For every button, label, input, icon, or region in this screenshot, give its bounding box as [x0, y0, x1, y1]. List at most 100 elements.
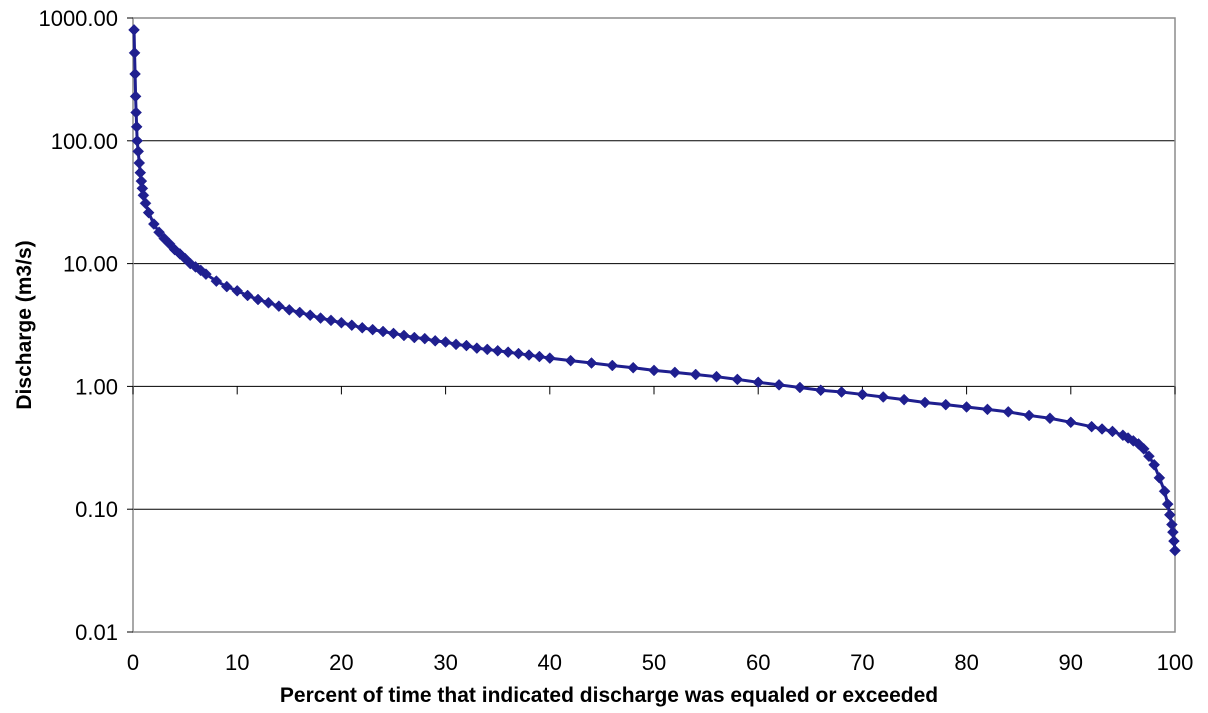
data-point — [128, 24, 140, 36]
data-point — [648, 364, 660, 377]
data-point — [408, 331, 421, 344]
data-point — [398, 329, 410, 342]
y-tick-label: 10.00 — [63, 252, 118, 277]
data-point — [460, 339, 473, 352]
data-point — [1085, 420, 1098, 433]
axis-ticks — [127, 17, 1176, 633]
data-point — [606, 359, 619, 372]
data-point — [133, 157, 146, 169]
data-point — [1143, 450, 1155, 463]
data-point — [689, 368, 702, 381]
data-point — [564, 354, 577, 367]
data-point — [471, 342, 483, 354]
data-point — [418, 332, 431, 345]
data-point — [1161, 498, 1174, 510]
data-point — [668, 366, 681, 379]
data-point — [147, 218, 160, 230]
data-point — [1096, 423, 1108, 435]
data-point — [262, 296, 275, 309]
x-tick-label: 70 — [850, 650, 874, 675]
data-point — [273, 300, 285, 313]
data-point — [1167, 526, 1179, 539]
data-point — [491, 344, 504, 357]
data-point — [314, 312, 327, 324]
data-point — [856, 388, 869, 401]
data-point — [1148, 458, 1161, 471]
data-point — [356, 321, 369, 334]
y-tick-label: 100.00 — [51, 129, 118, 154]
data-point — [1163, 508, 1176, 521]
data-point — [1023, 409, 1035, 422]
x-tick-label: 50 — [642, 650, 666, 675]
y-tick-label: 1000.00 — [38, 6, 118, 31]
data-point — [174, 248, 186, 260]
y-tick-label: 1.00 — [75, 374, 118, 399]
data-point — [1158, 485, 1171, 498]
y-axis-title: Discharge (m3/s) — [13, 240, 36, 409]
data-point — [1064, 416, 1077, 429]
gridlines — [133, 140, 1175, 510]
data-point — [794, 381, 806, 394]
x-tick-label: 60 — [746, 650, 770, 675]
series-line — [132, 29, 1177, 551]
data-point — [512, 347, 525, 360]
data-point — [345, 319, 358, 332]
data-point — [304, 309, 316, 322]
data-point — [293, 306, 306, 319]
tick-labels: 0.01 0.10 1.00 10.00 100.00 1000.00 0 10 20 30 40 5… — [38, 6, 1193, 675]
data-point — [523, 349, 535, 361]
data-point — [439, 336, 452, 348]
x-tick-label: 40 — [538, 650, 562, 675]
data-point — [814, 384, 827, 397]
x-tick-label: 10 — [225, 650, 249, 675]
data-point — [377, 325, 389, 338]
data-point — [129, 90, 142, 103]
data-point — [960, 401, 973, 413]
data-point — [543, 352, 556, 364]
x-tick-label: 80 — [954, 650, 978, 675]
data-point — [132, 145, 145, 158]
data-point — [153, 226, 165, 239]
data-point — [325, 314, 337, 327]
data-point — [252, 293, 264, 306]
y-tick-label: 0.01 — [75, 620, 118, 645]
data-point — [387, 327, 400, 340]
data-point — [710, 370, 723, 383]
data-point — [142, 206, 155, 219]
data-point — [429, 334, 442, 347]
data-point — [1044, 412, 1056, 425]
data-point — [366, 323, 379, 336]
data-point — [835, 386, 848, 398]
y-tick-label: 0.10 — [75, 497, 118, 522]
data-point — [241, 289, 254, 302]
data-point — [130, 106, 142, 119]
data-point — [129, 68, 141, 80]
x-tick-label: 20 — [329, 650, 353, 675]
data-point — [502, 346, 514, 359]
data-point — [533, 350, 546, 363]
data-point — [1106, 425, 1119, 438]
data-point — [627, 361, 640, 374]
data-point — [1137, 443, 1150, 455]
data-point — [731, 373, 744, 386]
x-tick-label: 90 — [1059, 650, 1083, 675]
data-point — [1002, 406, 1015, 418]
plot-area — [132, 17, 1176, 633]
x-tick-label: 100 — [1157, 650, 1194, 675]
data-point — [1169, 544, 1181, 557]
data-point — [981, 403, 994, 416]
data-point — [450, 338, 462, 351]
data-point — [773, 378, 785, 391]
data-point — [1168, 535, 1180, 547]
data-point — [1153, 471, 1166, 484]
discharge-series — [128, 24, 1181, 557]
data-point — [128, 47, 141, 59]
data-point — [877, 391, 890, 403]
data-point — [200, 268, 212, 281]
data-point — [585, 357, 598, 369]
data-point — [137, 189, 150, 202]
data-point — [335, 316, 348, 329]
data-point — [919, 396, 931, 409]
x-axis-title: Percent of time that indicated discharge… — [280, 684, 938, 707]
